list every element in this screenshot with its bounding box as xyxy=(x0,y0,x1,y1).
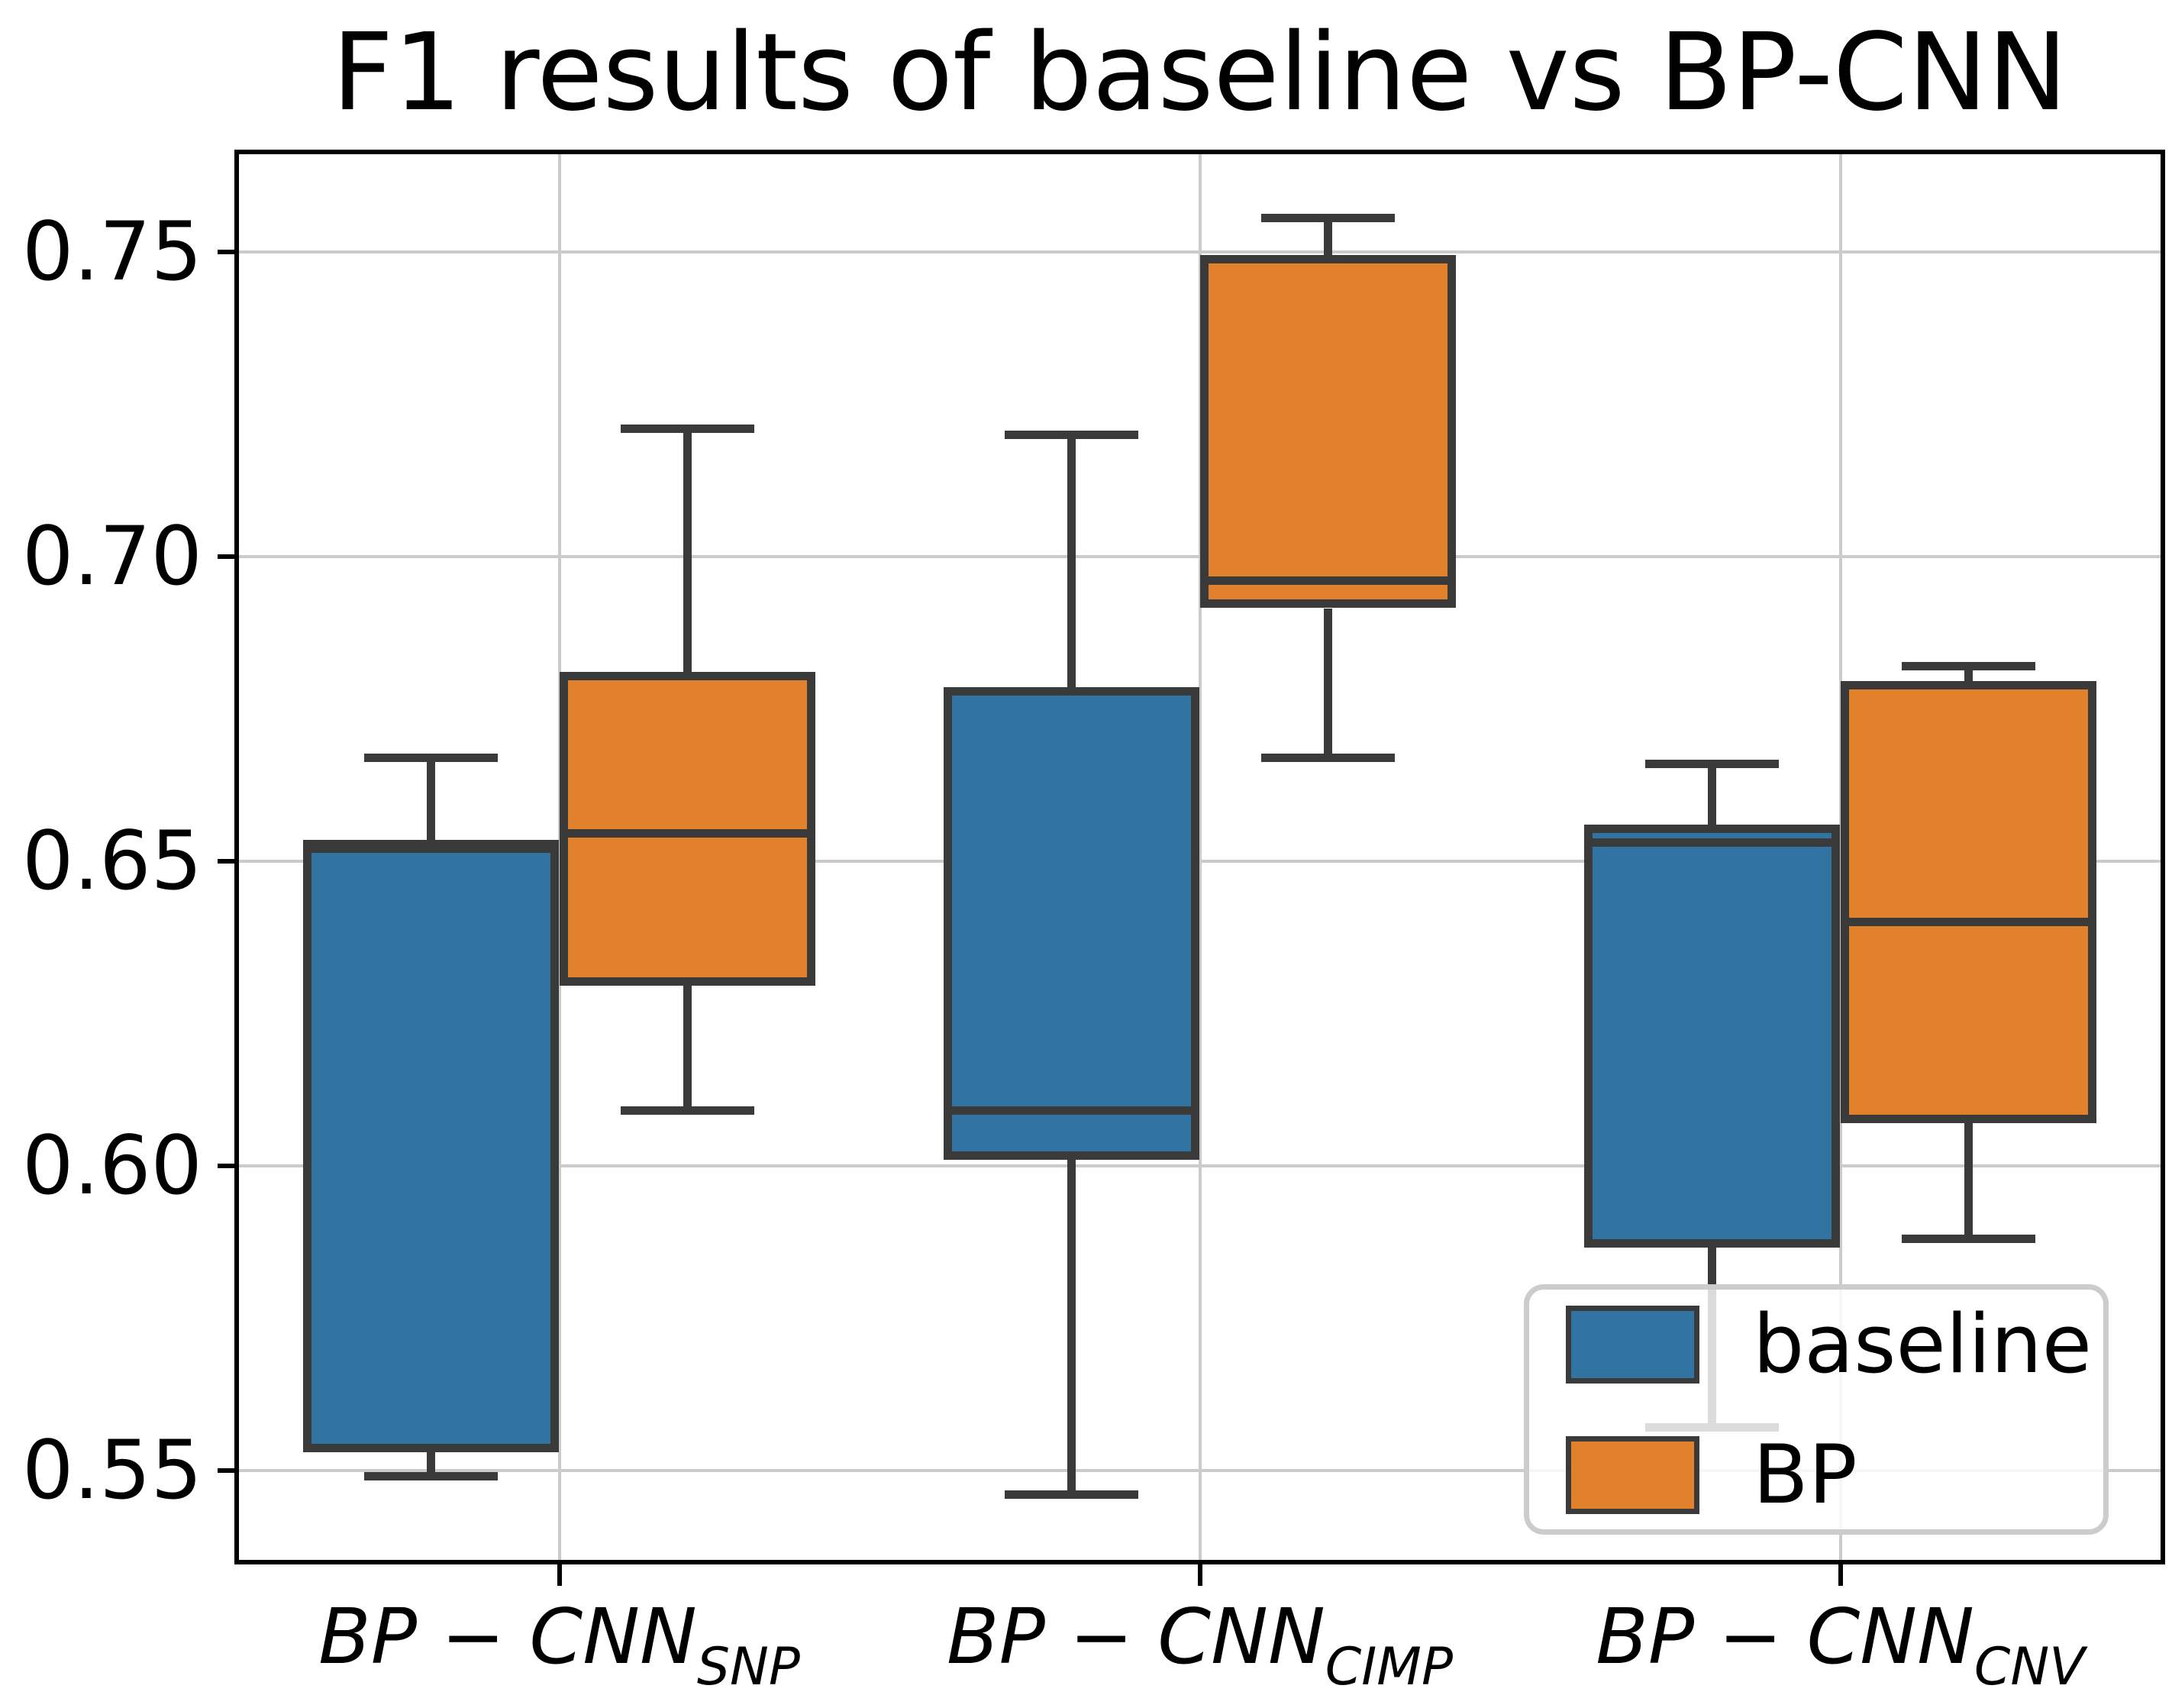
y-tick-label: 0.55 xyxy=(21,1422,202,1517)
whisker-lower-baseline xyxy=(427,1451,436,1477)
box-BP-2 xyxy=(1840,681,2097,1123)
y-tick-mark xyxy=(218,1163,239,1168)
y-tick-mark xyxy=(218,249,239,254)
y-tick-label: 0.70 xyxy=(21,509,202,603)
legend-swatch-bp xyxy=(1566,1435,1699,1514)
y-tick-label: 0.65 xyxy=(21,813,202,908)
x-tick-label: BP − CNNCIMP xyxy=(947,1592,1453,1693)
median-line-baseline xyxy=(1592,838,1832,848)
box-BP-0 xyxy=(559,672,816,986)
gridline-vertical xyxy=(1198,154,1202,1560)
whisker-cap-bottom-baseline xyxy=(364,1472,498,1481)
whisker-cap-bottom-BP xyxy=(1261,753,1395,762)
y-tick-label: 0.75 xyxy=(21,204,202,299)
whisker-lower-BP xyxy=(1323,608,1332,757)
y-tick-label: 0.60 xyxy=(21,1118,202,1212)
y-tick-mark xyxy=(218,1467,239,1473)
x-tick-mark xyxy=(557,1563,562,1586)
box-BP-1 xyxy=(1199,254,1457,609)
whisker-lower-baseline xyxy=(1067,1159,1076,1495)
whisker-upper-BP xyxy=(1964,666,1973,682)
box-baseline-1 xyxy=(943,687,1200,1160)
whisker-upper-baseline xyxy=(1067,434,1076,688)
x-tick-label-main: BP − CNN xyxy=(1596,1592,1974,1681)
whisker-cap-top-baseline xyxy=(364,753,498,762)
x-tick-label: BP − CNNCNV xyxy=(1596,1592,2085,1693)
y-tick-mark xyxy=(218,554,239,559)
whisker-upper-BP xyxy=(683,428,692,673)
whisker-lower-BP xyxy=(683,986,692,1111)
legend-swatch-baseline xyxy=(1566,1305,1699,1384)
y-tick-mark xyxy=(218,858,239,864)
legend-label-bp: BP xyxy=(1753,1428,1857,1522)
median-line-BP xyxy=(1208,576,1448,586)
box-baseline-0 xyxy=(302,839,560,1452)
whisker-cap-bottom-baseline xyxy=(1005,1490,1138,1500)
chart-title: F1 results of baseline vs BP-CNN xyxy=(331,11,2068,135)
x-tick-label-main: BP − CNN xyxy=(318,1592,697,1681)
legend: baseline BP xyxy=(1524,1284,2109,1535)
whisker-cap-top-BP xyxy=(621,424,754,433)
legend-row-baseline: baseline xyxy=(1566,1297,2103,1391)
median-line-baseline xyxy=(951,1106,1192,1116)
legend-row-bp: BP xyxy=(1566,1428,2103,1522)
whisker-cap-top-baseline xyxy=(1645,759,1779,768)
x-tick-mark xyxy=(1197,1563,1202,1586)
x-tick-label-subscript: CIMP xyxy=(1325,1637,1453,1697)
x-tick-label-subscript: SNP xyxy=(696,1637,800,1697)
x-tick-label-subscript: CNV xyxy=(1974,1637,2085,1697)
median-line-BP xyxy=(1848,917,2089,926)
x-tick-label: BP − CNNSNP xyxy=(318,1592,800,1693)
whisker-cap-top-BP xyxy=(1261,214,1395,223)
legend-label-baseline: baseline xyxy=(1753,1297,2092,1391)
median-line-BP xyxy=(567,829,808,838)
plot-border xyxy=(234,150,2165,1564)
whisker-upper-BP xyxy=(1323,218,1332,255)
box-baseline-2 xyxy=(1583,824,1841,1248)
whisker-cap-bottom-BP xyxy=(621,1106,754,1116)
whisker-cap-bottom-BP xyxy=(1902,1234,2035,1243)
x-tick-mark xyxy=(1838,1563,1843,1586)
whisker-upper-baseline xyxy=(1708,764,1717,825)
median-line-baseline xyxy=(311,844,551,854)
whisker-upper-baseline xyxy=(427,757,436,840)
x-tick-label-main: BP − CNN xyxy=(947,1592,1325,1681)
whisker-cap-top-baseline xyxy=(1005,430,1138,439)
whisker-cap-top-BP xyxy=(1902,661,2035,670)
whisker-lower-BP xyxy=(1964,1122,1973,1239)
